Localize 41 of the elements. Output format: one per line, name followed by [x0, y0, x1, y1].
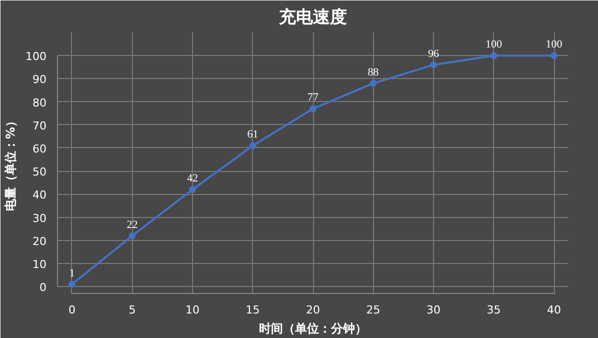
point: [68, 280, 76, 288]
y-tick-label: 10: [32, 258, 47, 271]
data-label: 96: [428, 48, 440, 60]
x-tick-label: 15: [246, 304, 260, 316]
data-label: 77: [308, 92, 319, 104]
x-tick-label: 10: [185, 304, 200, 316]
x-tick-label: 0: [68, 304, 76, 316]
data-label: 1: [69, 267, 75, 280]
y-tick-label: 90: [32, 73, 47, 86]
chart-title: 充电速度: [278, 8, 347, 28]
x-tick-label: 25: [366, 304, 380, 316]
y-tick-label: 40: [32, 188, 47, 202]
point: [490, 52, 498, 60]
y-axis-title: 电量（单位：%）: [4, 114, 18, 212]
point: [430, 61, 438, 68]
y-tick-label: 20: [32, 234, 47, 248]
y-tick-label: 100: [26, 50, 47, 64]
point: [249, 142, 256, 150]
y-tick-label: 50: [32, 166, 47, 179]
x-tick-label: 30: [426, 304, 441, 316]
y-tick-label: 0: [40, 281, 46, 294]
x-tick-label: 40: [547, 304, 562, 316]
data-label: 22: [126, 218, 138, 231]
data-label: 42: [186, 172, 198, 185]
x-tick-label: 5: [128, 304, 136, 316]
point: [310, 105, 316, 112]
y-tick-label: 60: [32, 142, 47, 156]
x-axis-title: 时间（单位：分钟）: [259, 322, 367, 336]
x-tick-label: 35: [486, 304, 501, 316]
point: [370, 80, 377, 87]
x-tick-label: 20: [306, 304, 320, 316]
data-label: 88: [368, 66, 380, 78]
data-label: 61: [247, 128, 258, 141]
data-label: 100: [486, 38, 503, 51]
data-label: 100: [546, 38, 563, 51]
point: [550, 52, 558, 60]
y-tick-label: 80: [32, 96, 47, 110]
y-tick-label: 30: [32, 212, 47, 225]
point: [188, 186, 196, 194]
y-tick-label: 70: [32, 119, 47, 132]
point: [128, 232, 136, 240]
